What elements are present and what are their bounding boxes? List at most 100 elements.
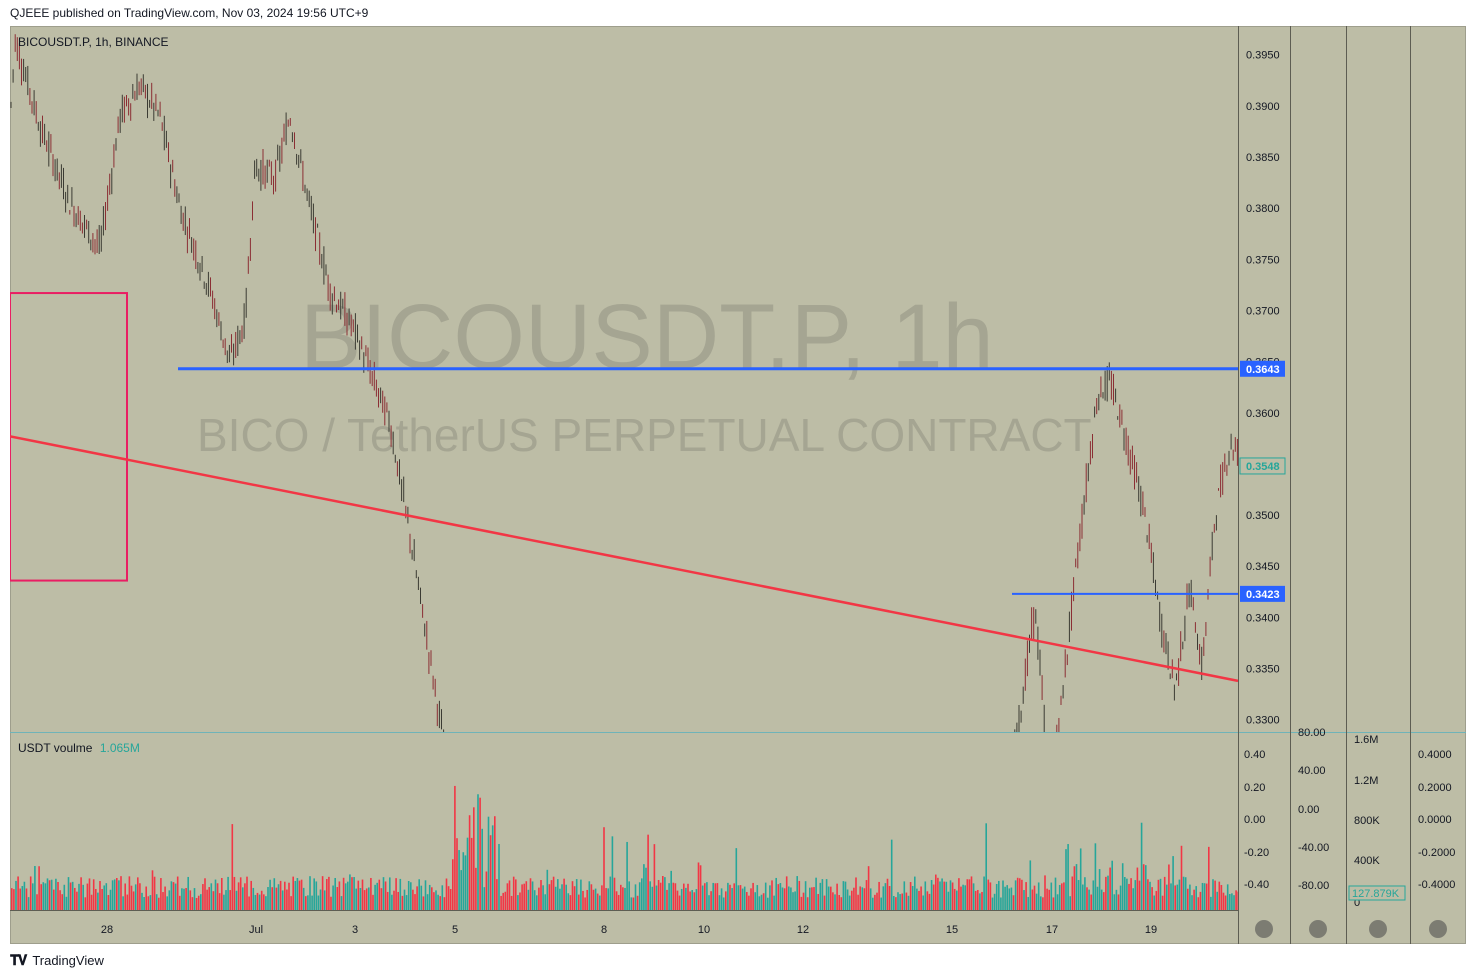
volume-bar bbox=[50, 879, 53, 910]
volume-bar bbox=[363, 890, 366, 910]
volume-bar bbox=[586, 889, 588, 910]
volume-bar bbox=[941, 878, 943, 910]
volume-bar bbox=[1161, 895, 1164, 910]
volume-bar bbox=[542, 885, 544, 910]
volume-bar bbox=[741, 888, 744, 910]
volume-bar bbox=[720, 888, 723, 910]
volume-bar bbox=[256, 892, 259, 910]
volume-bar bbox=[160, 878, 162, 910]
volume-bar bbox=[279, 880, 282, 910]
volume-bar bbox=[44, 883, 47, 910]
volume-bar bbox=[265, 896, 267, 910]
volume-bar bbox=[554, 886, 557, 910]
price-tick-label: 0.3900 bbox=[1246, 101, 1280, 113]
volume-bar bbox=[208, 887, 210, 910]
volume-bar bbox=[242, 887, 244, 910]
volume-bar bbox=[221, 877, 223, 910]
volume-bar bbox=[1079, 848, 1082, 910]
volume-bar bbox=[798, 880, 801, 910]
volume-bar bbox=[527, 889, 530, 910]
volume-bar bbox=[426, 894, 429, 910]
volume-bar bbox=[861, 887, 864, 910]
volume-bar bbox=[804, 881, 807, 910]
volume-bar bbox=[204, 878, 206, 910]
volume-bar bbox=[659, 882, 662, 910]
chart-canvas[interactable]: BICOUSDT.P, 1h BICO / TetherUS PERPETUAL … bbox=[10, 26, 1466, 944]
volume-bar bbox=[193, 888, 196, 910]
volume-bar bbox=[729, 884, 731, 910]
axis-settings-button-1[interactable] bbox=[1309, 920, 1327, 938]
volume-bar bbox=[412, 889, 414, 910]
volume-bar bbox=[752, 882, 754, 910]
volume-bar bbox=[319, 889, 322, 910]
volume-bar bbox=[59, 890, 61, 910]
volume-bar bbox=[155, 894, 158, 910]
volume-bar bbox=[300, 879, 303, 910]
volume-bar bbox=[1111, 860, 1113, 910]
volume-bar bbox=[1157, 879, 1160, 910]
volume-bar bbox=[1014, 880, 1017, 910]
volume-bar bbox=[1016, 877, 1019, 910]
volume-bar bbox=[496, 879, 498, 910]
trend-line[interactable] bbox=[10, 435, 1239, 683]
volume-bar bbox=[1130, 878, 1132, 910]
volume-bar bbox=[237, 882, 240, 910]
axis-settings-button-0[interactable] bbox=[1255, 920, 1273, 938]
volume-bar bbox=[653, 844, 656, 910]
volume-bar bbox=[1031, 889, 1034, 910]
volume-last-tag-bg bbox=[1348, 885, 1406, 901]
volume-bar bbox=[445, 878, 448, 910]
volume-bar bbox=[254, 894, 257, 910]
volume-bar bbox=[546, 869, 549, 910]
volume-bar bbox=[378, 879, 381, 910]
price-tick-label: 0.3350 bbox=[1246, 664, 1280, 676]
axis-settings-button-3[interactable] bbox=[1429, 920, 1447, 938]
level-tag-0-3423: 0.3423 bbox=[1246, 589, 1280, 601]
volume-bar bbox=[401, 895, 404, 910]
volume-bar bbox=[210, 883, 213, 910]
volume-bar bbox=[970, 876, 973, 910]
volume-bar bbox=[517, 895, 519, 910]
volume-bar bbox=[926, 891, 929, 910]
axis-settings-button-2[interactable] bbox=[1369, 920, 1387, 938]
volume-bar bbox=[40, 884, 42, 910]
volume-bar bbox=[1229, 894, 1231, 910]
volume-axis-d-label: 0.2000 bbox=[1418, 782, 1452, 794]
volume-bar bbox=[993, 893, 996, 910]
volume-bar bbox=[983, 876, 985, 910]
volume-bar bbox=[212, 891, 215, 910]
volume-bar bbox=[372, 894, 374, 910]
volume-bar bbox=[638, 882, 641, 910]
symbol-legend[interactable]: BICOUSDT.P, 1h, BINANCE bbox=[18, 35, 169, 49]
volume-bar bbox=[756, 885, 759, 910]
volume-bar bbox=[762, 893, 765, 910]
volume-bar bbox=[962, 884, 964, 910]
published-caption: QJEEE published on TradingView.com, Nov … bbox=[10, 6, 369, 20]
volume-bar bbox=[29, 876, 32, 910]
volume-bar bbox=[842, 881, 845, 910]
volume-bar bbox=[435, 890, 437, 910]
volume-bar bbox=[487, 816, 490, 910]
volume-bar bbox=[1100, 889, 1103, 910]
volume-bar bbox=[559, 888, 561, 910]
volume-bar bbox=[865, 880, 868, 910]
rectangle-drawing[interactable] bbox=[10, 292, 128, 582]
volume-bar bbox=[189, 890, 192, 910]
volume-bar bbox=[67, 877, 70, 910]
volume-bar bbox=[674, 883, 677, 910]
volume-bar bbox=[326, 879, 328, 910]
level-tag-0-3643-bg bbox=[1240, 360, 1285, 377]
volume-bar bbox=[683, 883, 685, 910]
volume-bar bbox=[1132, 888, 1134, 910]
volume-bar bbox=[1119, 885, 1122, 910]
volume-legend[interactable]: USDT voulme 1.065M bbox=[18, 741, 140, 755]
volume-bar bbox=[477, 794, 479, 910]
volume-axis-a-label: -0.40 bbox=[1244, 879, 1269, 891]
volume-bar bbox=[1040, 896, 1042, 910]
volume-bar bbox=[101, 889, 103, 910]
volume-bar bbox=[1159, 878, 1162, 910]
volume-bar bbox=[1187, 888, 1189, 910]
volume-bar bbox=[565, 884, 567, 910]
volume-bar bbox=[349, 874, 351, 910]
volume-bar bbox=[19, 888, 21, 910]
